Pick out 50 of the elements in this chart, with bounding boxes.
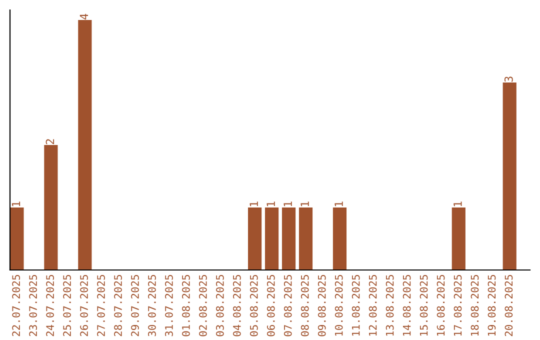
x-tick-label: 08.08.2025	[300, 275, 309, 336]
x-tick-label: 29.07.2025	[131, 275, 139, 336]
x-tick-label: 16.08.2025	[436, 275, 445, 336]
bar	[502, 82, 516, 270]
x-tick-label: 01.08.2025	[182, 275, 190, 336]
x-tick-label: 11.08.2025	[352, 275, 360, 336]
data-label: 1	[12, 202, 20, 206]
x-tick-label: 15.08.2025	[420, 275, 428, 336]
x-tick-label: 22.07.2025	[12, 275, 20, 336]
bar	[78, 20, 92, 270]
x-tick-label: 31.07.2025	[165, 275, 173, 336]
x-tick-label: 26.07.2025	[80, 275, 88, 336]
bar	[282, 208, 296, 270]
x-tick-label: 07.08.2025	[284, 275, 292, 336]
data-label: 2	[46, 139, 54, 144]
x-tick-label: 20.08.2025	[504, 275, 513, 336]
x-tick-label: 25.07.2025	[63, 275, 71, 336]
bar	[248, 208, 262, 270]
data-label: 1	[284, 202, 292, 206]
x-tick-label: 23.07.2025	[29, 275, 38, 336]
x-tick-label: 03.08.2025	[216, 275, 224, 336]
bar	[44, 145, 58, 270]
x-tick-label: 12.08.2025	[368, 275, 377, 336]
data-label: 1	[300, 202, 309, 206]
bar	[452, 208, 466, 270]
bar	[298, 208, 313, 270]
x-tick-label: 19.08.2025	[488, 275, 496, 336]
x-tick-label: 17.08.2025	[454, 275, 462, 336]
x-tick-label: 04.08.2025	[232, 275, 241, 336]
x-tick-label: 02.08.2025	[199, 275, 207, 336]
x-tick-label: 14.08.2025	[402, 275, 411, 336]
data-label: 4	[80, 14, 88, 20]
bar	[10, 208, 24, 270]
x-tick-label: 06.08.2025	[266, 275, 275, 336]
x-tick-label: 13.08.2025	[386, 275, 394, 336]
data-label: 3	[504, 76, 513, 82]
x-tick-label: 24.07.2025	[46, 275, 54, 336]
x-tick-label: 10.08.2025	[334, 275, 343, 336]
data-label: 1	[266, 202, 275, 206]
x-tick-label: 27.07.2025	[97, 275, 105, 336]
bar	[332, 208, 347, 270]
x-tick-label: 28.07.2025	[114, 275, 122, 336]
data-label: 1	[454, 202, 462, 206]
data-label: 1	[250, 202, 258, 206]
x-tick-label: 09.08.2025	[318, 275, 326, 336]
x-tick-label: 30.07.2025	[148, 275, 156, 336]
bar	[264, 208, 279, 270]
x-tick-label: 05.08.2025	[250, 275, 258, 336]
data-label: 1	[334, 202, 343, 206]
x-tick-label: 18.08.2025	[470, 275, 479, 336]
